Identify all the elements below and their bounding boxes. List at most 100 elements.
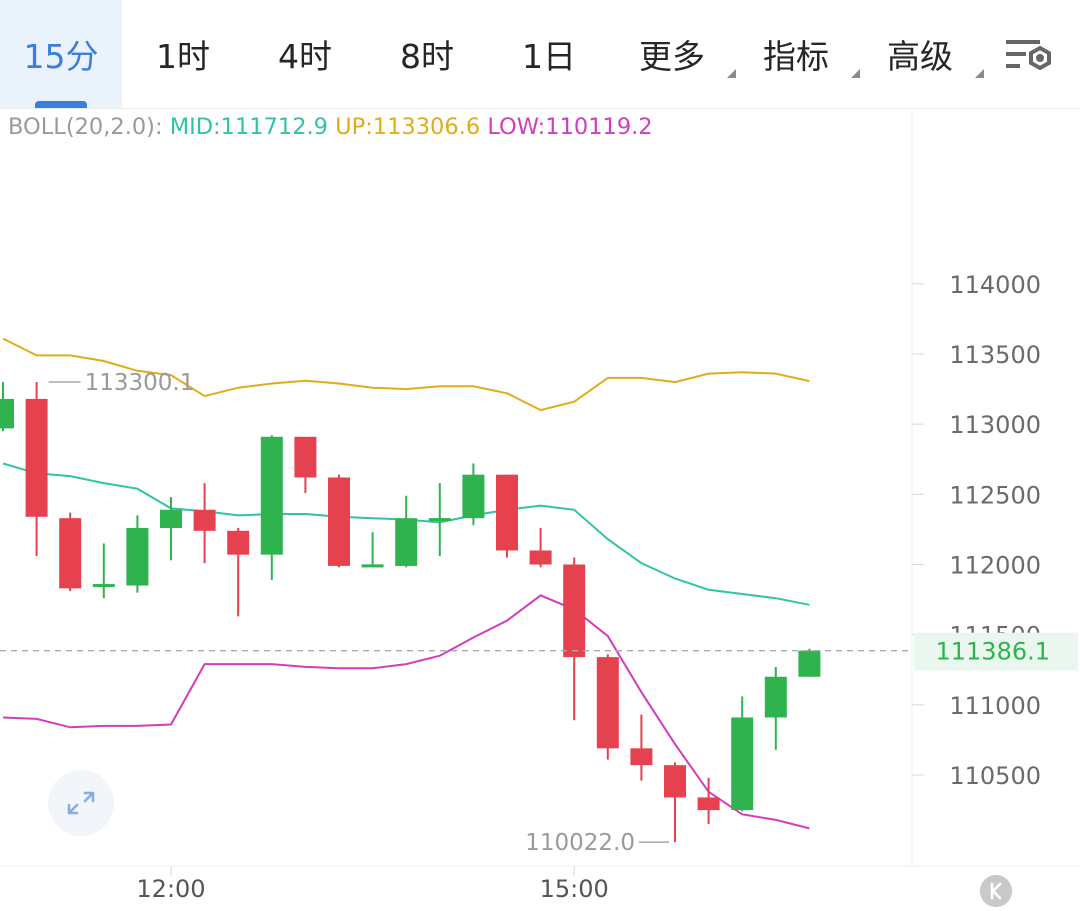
candle-body [92, 584, 115, 588]
candle-body [798, 650, 821, 677]
candle [496, 474, 518, 558]
tab-7[interactable]: 高级 [858, 0, 984, 108]
candle-body [596, 657, 619, 749]
boll-low-value: LOW:110119.2 [487, 114, 653, 140]
boll-label: BOLL(20,2.0): [8, 114, 163, 140]
candle-body [697, 797, 720, 811]
y-tick-label: 113000 [949, 411, 1041, 439]
dropdown-triangle-icon [727, 69, 736, 78]
k-circle-icon[interactable] [980, 875, 1012, 907]
x-axis: 12:00 15:00 [136, 866, 609, 903]
boll-line-low [2, 594, 810, 830]
tab-label: 高级 [887, 37, 953, 76]
tab-3[interactable]: 8时 [366, 0, 488, 108]
candle [260, 435, 283, 580]
y-tick-label: 112500 [949, 481, 1041, 509]
x-tick-label: 12:00 [136, 875, 205, 903]
candle-body [294, 436, 317, 478]
candle-body [227, 530, 250, 555]
tab-label: 1时 [156, 37, 210, 76]
boll-mid-value: MID:111712.9 [169, 114, 329, 140]
candle-body [428, 518, 451, 522]
candle-body [0, 398, 14, 429]
y-tick-label: 112000 [949, 552, 1041, 580]
candle-body [731, 717, 754, 811]
candle [664, 762, 686, 843]
candle [193, 483, 216, 564]
candle [563, 557, 586, 721]
candle [764, 666, 787, 750]
chart-grid [0, 112, 1080, 867]
tab-6[interactable]: 指标 [734, 0, 860, 108]
current-price-line: 111386.1 [0, 632, 1078, 671]
candle-body [160, 509, 182, 529]
candle-body [764, 676, 787, 718]
y-axis: 1140001135001130001125001120001115001110… [912, 271, 1041, 790]
candle [798, 648, 821, 677]
tab-label: 指标 [763, 37, 829, 76]
dropdown-triangle-icon [851, 69, 860, 78]
candle [160, 497, 182, 561]
candle [361, 532, 384, 568]
candle-body [260, 436, 283, 555]
candle-body [193, 509, 216, 531]
candles [0, 382, 821, 843]
candle-body [59, 518, 82, 589]
tab-label: 更多 [639, 37, 705, 76]
candle [59, 512, 82, 592]
tab-2[interactable]: 4时 [244, 0, 366, 108]
current-price-badge [914, 632, 1078, 671]
boll-up-value: UP:113306.6 [335, 114, 481, 140]
candle-body [328, 477, 350, 566]
candle-body [462, 474, 485, 519]
active-tab-indicator [35, 101, 87, 108]
candle [92, 543, 115, 599]
candle-body [563, 564, 586, 658]
tab-1[interactable]: 1时 [122, 0, 244, 108]
boll-bands [2, 337, 810, 830]
tab-4[interactable]: 1日 [488, 0, 610, 108]
candle-body [361, 564, 384, 568]
y-tick-label: 110500 [949, 762, 1041, 790]
candle-body [529, 550, 552, 565]
candle [630, 714, 653, 781]
candle [25, 382, 48, 557]
tab-label: 15分 [23, 37, 99, 76]
candle [126, 515, 149, 593]
tab-label: 4时 [278, 37, 332, 76]
high-price-label: 113300.1 [85, 370, 195, 396]
y-tick-label: 114000 [949, 271, 1041, 299]
low-price-label: 110022.0 [525, 830, 635, 856]
x-tick-label: 15:00 [540, 875, 609, 903]
candle [0, 382, 14, 432]
candle-body [25, 398, 48, 517]
candle-body [496, 474, 518, 551]
candle-body [126, 528, 149, 586]
tab-label: 8时 [400, 37, 454, 76]
boll-indicator-values: BOLL(20,2.0): MID:111712.9 UP:113306.6 L… [8, 114, 653, 140]
boll-line-up [2, 337, 810, 412]
candle [697, 777, 720, 825]
annotations: 113300.1 110022.0 [48, 370, 669, 856]
expand-arrows-icon[interactable] [48, 770, 114, 836]
y-tick-label: 113500 [949, 341, 1041, 369]
candle [731, 696, 754, 812]
candle [596, 654, 619, 760]
timeframe-tabs: 15分 1时 4时 8时 1日 更多 指标 高级 [0, 0, 1080, 109]
candle [294, 436, 317, 493]
tab-0[interactable]: 15分 [0, 0, 122, 108]
candle-body [395, 518, 418, 566]
candle [395, 495, 418, 568]
candle [328, 474, 350, 568]
candle-body [664, 765, 686, 798]
y-tick-label: 111000 [949, 692, 1041, 720]
candle [227, 528, 250, 617]
current-price-label: 111386.1 [935, 638, 1050, 666]
settings-sliders-gear-icon[interactable] [1000, 32, 1056, 82]
candle [529, 528, 552, 568]
dropdown-triangle-icon [975, 69, 984, 78]
tab-5[interactable]: 更多 [610, 0, 736, 108]
tab-label: 1日 [522, 37, 576, 76]
candle [428, 483, 451, 557]
